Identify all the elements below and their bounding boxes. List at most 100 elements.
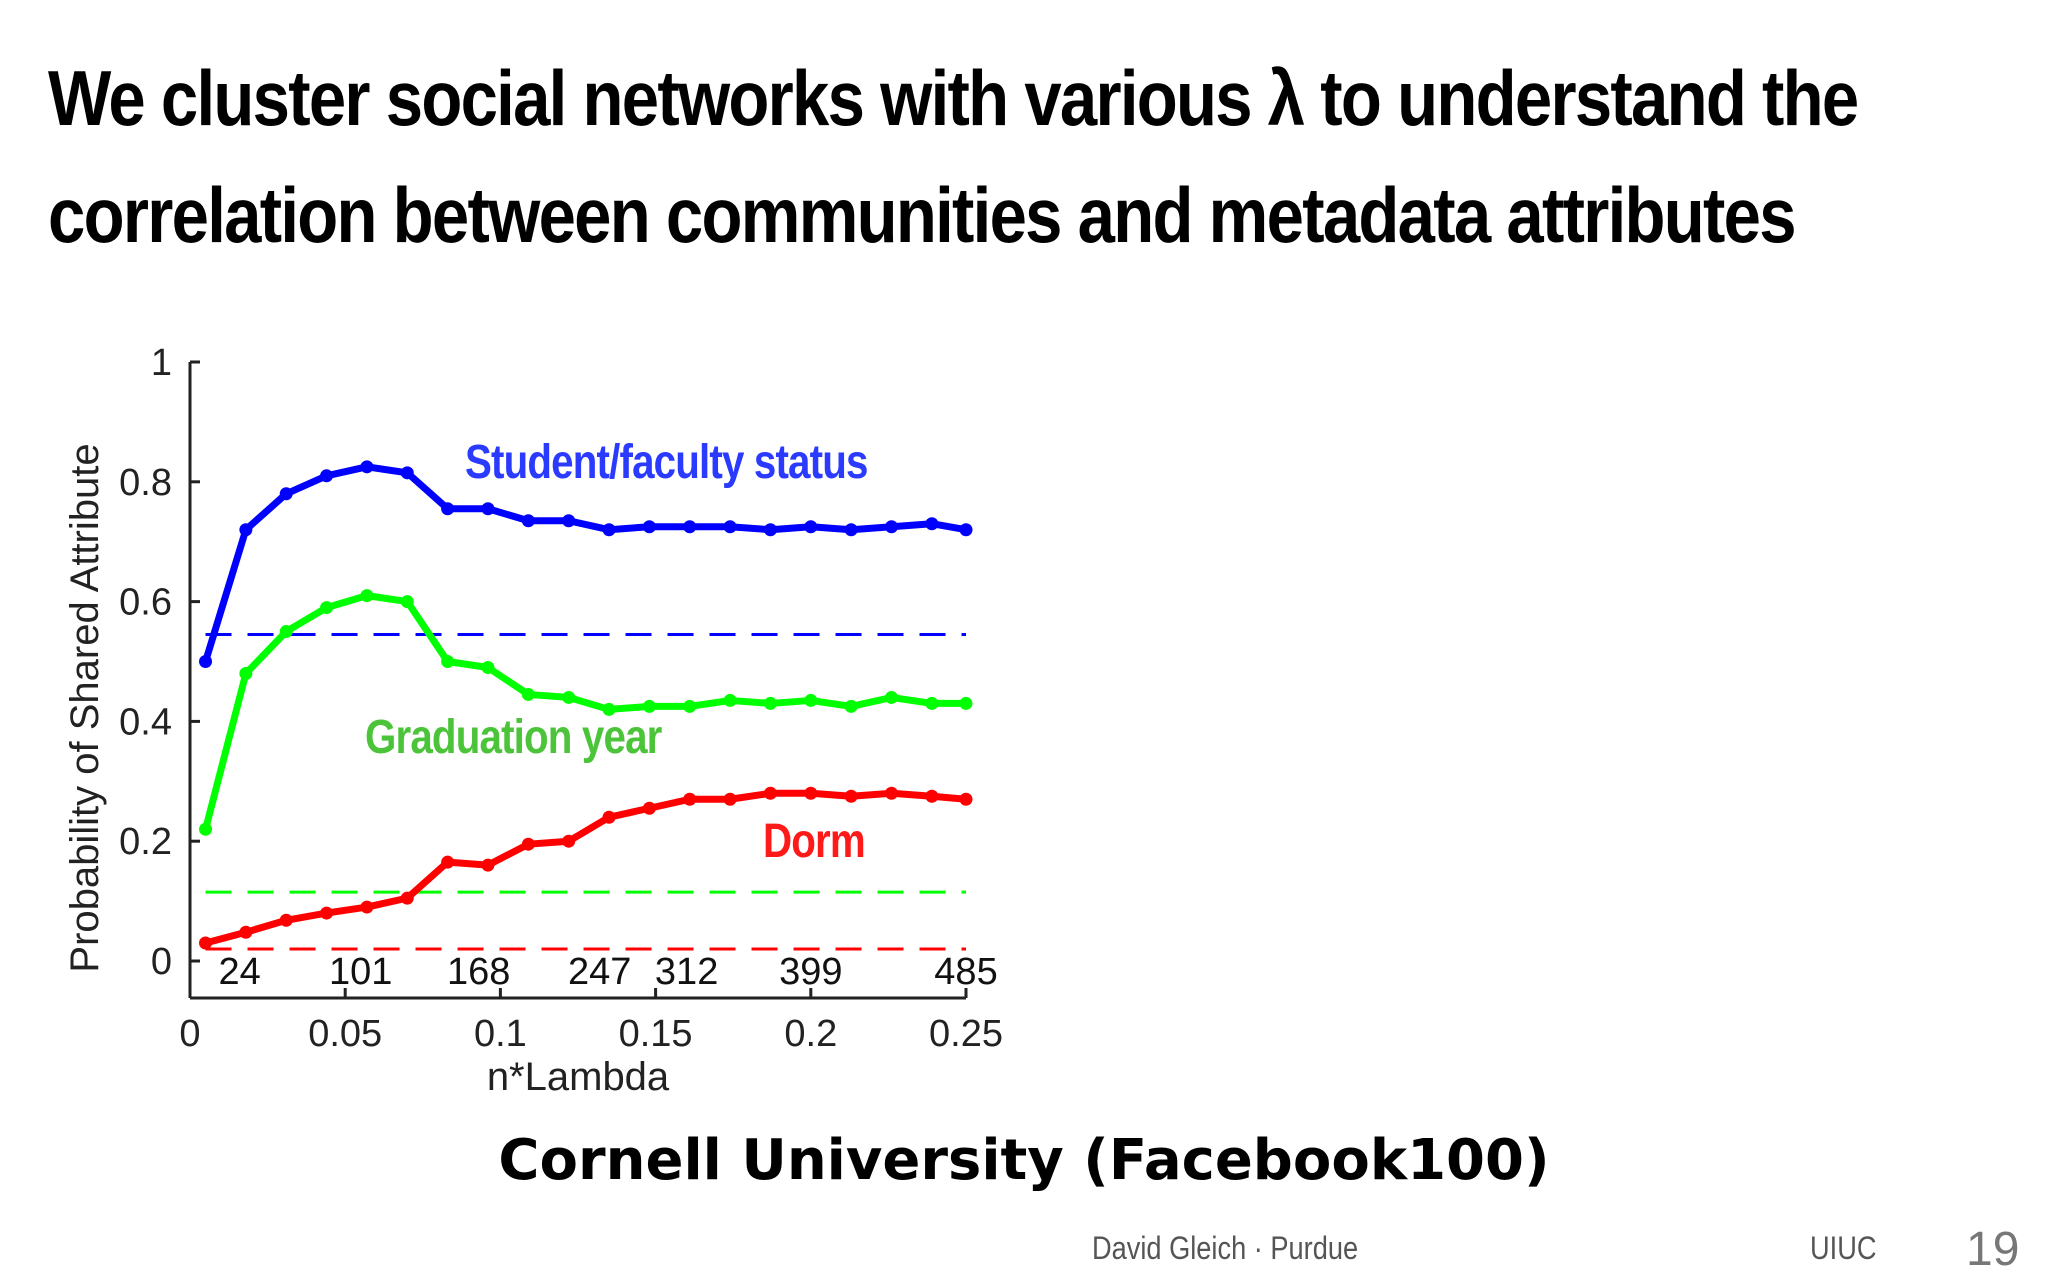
series-line	[204, 789, 967, 947]
data-point	[602, 523, 616, 537]
data-point	[481, 858, 495, 872]
footer-author: David Gleich · Purdue	[1092, 1230, 1359, 1266]
top-tick-label: 24	[219, 951, 261, 993]
data-point	[844, 523, 858, 537]
data-point	[723, 520, 737, 534]
y-tick-label: 0	[151, 941, 172, 983]
data-point	[400, 466, 414, 480]
y-tick-label: 1	[151, 342, 172, 384]
y-tick-label: 0.6	[119, 582, 172, 624]
data-point	[885, 786, 899, 800]
data-point	[925, 789, 939, 803]
series-line	[202, 592, 966, 831]
data-point	[441, 655, 455, 668]
series-annotation-2: Dorm	[763, 815, 865, 868]
x-tick-label: 0.25	[929, 1013, 1003, 1055]
data-point	[642, 801, 656, 815]
top-tick-label: 312	[655, 951, 718, 993]
x-tick-label: 0.15	[619, 1013, 693, 1055]
data-point	[804, 786, 818, 800]
page-number: 19	[1966, 1223, 2020, 1276]
data-point	[239, 925, 253, 939]
data-point	[441, 502, 455, 516]
x-tick-label: 0.1	[474, 1013, 527, 1055]
data-point	[763, 696, 777, 710]
data-point	[723, 792, 737, 806]
y-tick-label: 0.2	[119, 821, 172, 863]
top-tick-label: 101	[329, 951, 392, 993]
series-2	[199, 786, 973, 950]
data-point	[481, 660, 495, 674]
data-point	[763, 523, 777, 537]
data-point	[723, 693, 737, 707]
data-point	[521, 837, 535, 851]
data-point	[642, 699, 656, 713]
data-point	[763, 786, 777, 800]
data-point	[959, 523, 973, 537]
x-tick-label: 0	[179, 1013, 200, 1055]
data-point	[683, 792, 697, 806]
data-point	[360, 460, 374, 474]
data-point	[844, 699, 858, 713]
data-point	[925, 696, 939, 710]
data-point	[400, 595, 414, 609]
slide-title-line-1: We cluster social networks with various …	[48, 54, 1859, 142]
y-tick-label: 0.4	[119, 701, 172, 743]
x-axis-label: n*Lambda	[487, 1055, 670, 1099]
series-line	[202, 463, 967, 663]
data-point	[279, 487, 293, 501]
data-point	[602, 810, 616, 824]
data-point	[239, 666, 253, 680]
data-point	[481, 502, 495, 516]
chart-caption: Cornell University (Facebook100)	[498, 1128, 1550, 1193]
footer-venue: UIUC	[1810, 1230, 1877, 1266]
data-point	[562, 514, 576, 528]
data-point	[521, 514, 535, 528]
data-point	[804, 520, 818, 534]
x-tick-label: 0.05	[308, 1013, 382, 1055]
data-point	[360, 900, 374, 914]
data-point	[320, 469, 334, 483]
data-point	[885, 520, 899, 534]
data-point	[804, 693, 818, 707]
series-1	[199, 589, 973, 836]
top-tick-label: 168	[447, 951, 510, 993]
data-series	[199, 460, 973, 950]
data-point	[562, 834, 576, 848]
top-tick-label: 247	[568, 951, 631, 993]
data-point	[844, 789, 858, 803]
data-point	[441, 855, 455, 869]
y-tick-label: 0.8	[119, 462, 172, 504]
data-point	[400, 891, 414, 905]
data-point	[199, 655, 213, 668]
series-annotation-0: Student/faculty status	[465, 436, 868, 489]
series-annotation-1: Graduation year	[365, 711, 662, 764]
chart-labels: Student/faculty status Graduation year Dor…	[365, 436, 868, 868]
baseline-series	[205, 633, 966, 951]
data-point	[642, 520, 656, 534]
x-tick-label: 0.2	[784, 1013, 837, 1055]
data-point	[925, 517, 939, 531]
top-tick-label: 399	[779, 951, 842, 993]
data-point	[239, 523, 253, 537]
data-point	[959, 696, 973, 710]
slide-title-line-2: correlation between communities and meta…	[48, 171, 1797, 259]
data-point	[360, 589, 374, 603]
data-point	[562, 690, 576, 704]
data-point	[320, 906, 334, 920]
data-point	[885, 690, 899, 704]
data-point	[199, 936, 213, 950]
series-0	[199, 460, 973, 668]
data-point	[320, 601, 334, 615]
data-point	[602, 702, 616, 716]
data-point	[199, 822, 213, 836]
data-point	[279, 625, 293, 639]
data-point	[683, 520, 697, 534]
chart-axes: 0 0.2 0.4 0.6 0.8 1 0 0.05 0.1 0.15 0.2 0.25 24 101 16…	[63, 342, 1003, 1099]
data-point	[959, 792, 973, 806]
y-axis-label: Probability of Shared Attribute	[63, 443, 107, 972]
top-tick-label: 485	[934, 951, 997, 993]
data-point	[683, 699, 697, 713]
data-point	[521, 687, 535, 701]
